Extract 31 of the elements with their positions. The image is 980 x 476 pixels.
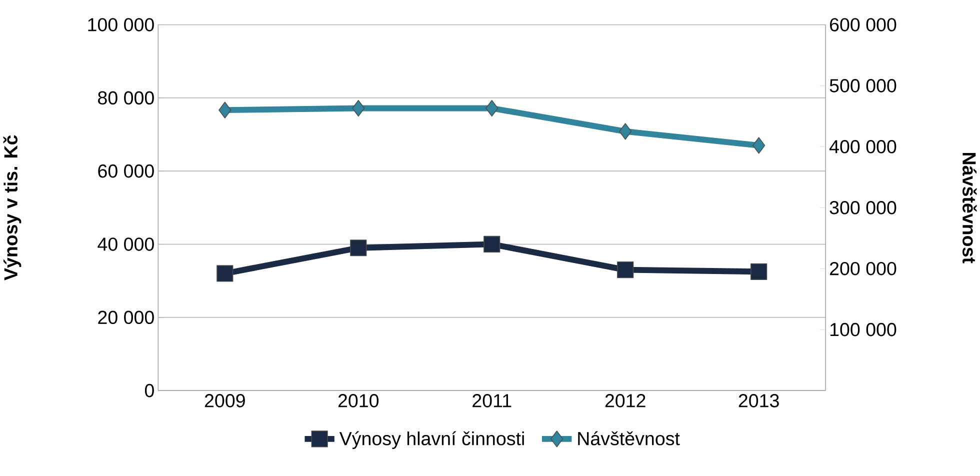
y-tick-label: 100 000 xyxy=(88,18,154,32)
point xyxy=(752,137,766,154)
point xyxy=(484,236,500,253)
legend-label: Návštěvnost xyxy=(578,431,680,446)
y2-axis-title: Návštěvnost xyxy=(962,153,977,264)
y-axis-title: Výnosy v tis. Kč xyxy=(3,135,22,281)
x-tick-label: 2011 xyxy=(472,394,512,408)
y-tick-label: 0 xyxy=(144,384,154,398)
y2-tick-label: 500 000 xyxy=(830,79,896,93)
y2-tick-label: 200 000 xyxy=(830,262,896,276)
point xyxy=(218,102,232,119)
point xyxy=(216,265,234,282)
y-tick-label: 80 000 xyxy=(98,91,154,105)
point xyxy=(750,264,768,280)
y2-tick-label: 600 000 xyxy=(830,18,896,32)
x-tick-label: 2013 xyxy=(738,394,779,408)
point xyxy=(617,262,634,278)
y-tick-label: 60 000 xyxy=(98,164,154,178)
point xyxy=(486,100,498,117)
legend-label: Výnosy hlavní činnosti xyxy=(339,431,524,450)
y2-tick-label: 300 000 xyxy=(830,201,896,214)
point xyxy=(619,123,632,140)
point xyxy=(352,100,365,117)
y-tick-label: 40 000 xyxy=(98,238,154,252)
y2-tick-label: 100 000 xyxy=(830,323,896,336)
x-tick-label: 2009 xyxy=(204,394,245,408)
y2-tick-label: 400 000 xyxy=(829,140,896,154)
y-tick-label: 20 000 xyxy=(98,310,154,324)
point xyxy=(350,240,367,256)
x-tick-label: 2012 xyxy=(605,394,646,408)
x-tick-label: 2010 xyxy=(338,394,379,408)
